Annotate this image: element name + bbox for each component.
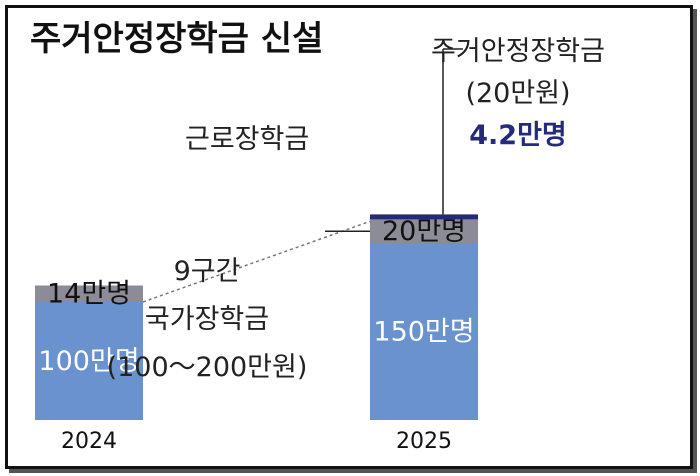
data-label-2025-1: 20만명 — [382, 216, 466, 247]
data-label-2024-0: 100만명 — [38, 346, 139, 377]
housing-value-label: 4.2만명 — [469, 120, 567, 151]
bar-segment-2024-1 — [35, 285, 143, 302]
bars-group: 100만명 14만명 2024 150만명 20만명 2025 — [35, 214, 478, 454]
base-annotation-line1: 9구간 — [174, 256, 241, 287]
work-annotation: 근로장학금 — [185, 124, 309, 155]
bar-segment-2025-2 — [370, 214, 478, 220]
chart-title: 주거안정장학금 신설 — [30, 19, 323, 59]
x-tick-label-2024: 2024 — [61, 429, 117, 454]
bar-segment-2024-0 — [35, 302, 143, 420]
data-label-2024-1: 14만명 — [47, 279, 131, 310]
bar-segment-2025-0 — [370, 243, 478, 420]
base-annotation-line2: 국가장학금 — [145, 304, 269, 335]
bar-segment-2025-1 — [370, 219, 478, 243]
housing-annotation-line2: (20만원) — [465, 78, 570, 109]
x-tick-label-2025: 2025 — [396, 429, 452, 454]
base-annotation-line3: (100～200만원) — [107, 352, 308, 383]
data-label-2025-0: 150만명 — [373, 317, 474, 348]
housing-annotation-line1: 주거안정장학금 — [431, 36, 605, 67]
connector-dashed-line — [142, 220, 371, 303]
